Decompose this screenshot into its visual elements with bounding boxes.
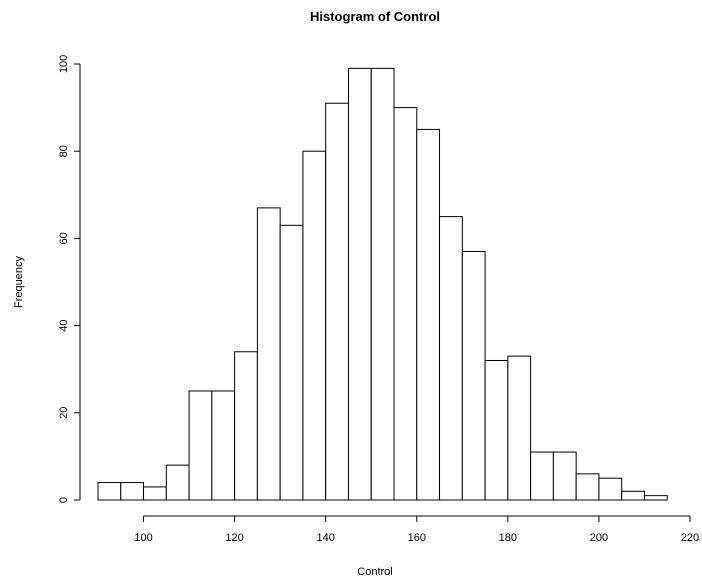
x-tick-label: 120 xyxy=(225,532,243,544)
y-axis-label: Frequency xyxy=(13,256,25,308)
histogram-bar xyxy=(484,359,509,501)
histogram-bar xyxy=(393,107,418,501)
histogram-bar xyxy=(575,473,600,501)
histogram-bar xyxy=(621,490,645,501)
histogram-bar xyxy=(211,390,236,501)
x-tick-label: 100 xyxy=(134,532,152,544)
histogram-bar xyxy=(302,150,327,501)
x-tick-label: 140 xyxy=(317,532,335,544)
chart-title: Histogram of Control xyxy=(310,9,440,24)
histogram-bar xyxy=(461,250,486,501)
histogram-bar xyxy=(552,451,577,501)
x-tick-label: 200 xyxy=(590,532,608,544)
x-axis: 100 120 140 160 180 200 220 xyxy=(134,515,699,544)
histogram-bar xyxy=(439,216,463,501)
histogram-bar xyxy=(507,355,532,501)
histogram-bar xyxy=(643,495,668,501)
y-axis: 0 20 40 60 80 100 xyxy=(58,55,81,503)
histogram-bar xyxy=(370,67,395,501)
y-tick-label: 0 xyxy=(58,497,70,503)
histogram-bar xyxy=(120,482,145,501)
histogram-bar xyxy=(279,224,304,501)
y-tick-label: 20 xyxy=(58,407,70,419)
histogram-bar xyxy=(234,351,258,501)
y-tick-label: 100 xyxy=(58,55,70,73)
histogram-bar xyxy=(97,482,122,501)
histogram-bar xyxy=(530,451,554,501)
histogram-bar xyxy=(325,102,349,501)
bars-group xyxy=(97,67,668,501)
x-tick-label: 220 xyxy=(681,532,699,544)
y-tick-label: 40 xyxy=(58,319,70,331)
histogram-bar xyxy=(416,128,441,501)
histogram-bar xyxy=(165,464,190,501)
histogram-bar xyxy=(188,390,213,501)
x-tick-label: 180 xyxy=(499,532,517,544)
x-tick-label: 160 xyxy=(408,532,426,544)
histogram-bar xyxy=(256,207,281,501)
histogram-bar xyxy=(347,67,372,501)
histogram-bar xyxy=(598,477,623,501)
x-axis-label: Control xyxy=(357,566,392,578)
y-tick-label: 60 xyxy=(58,232,70,244)
y-tick-label: 80 xyxy=(58,145,70,157)
histogram-bar xyxy=(143,486,167,501)
